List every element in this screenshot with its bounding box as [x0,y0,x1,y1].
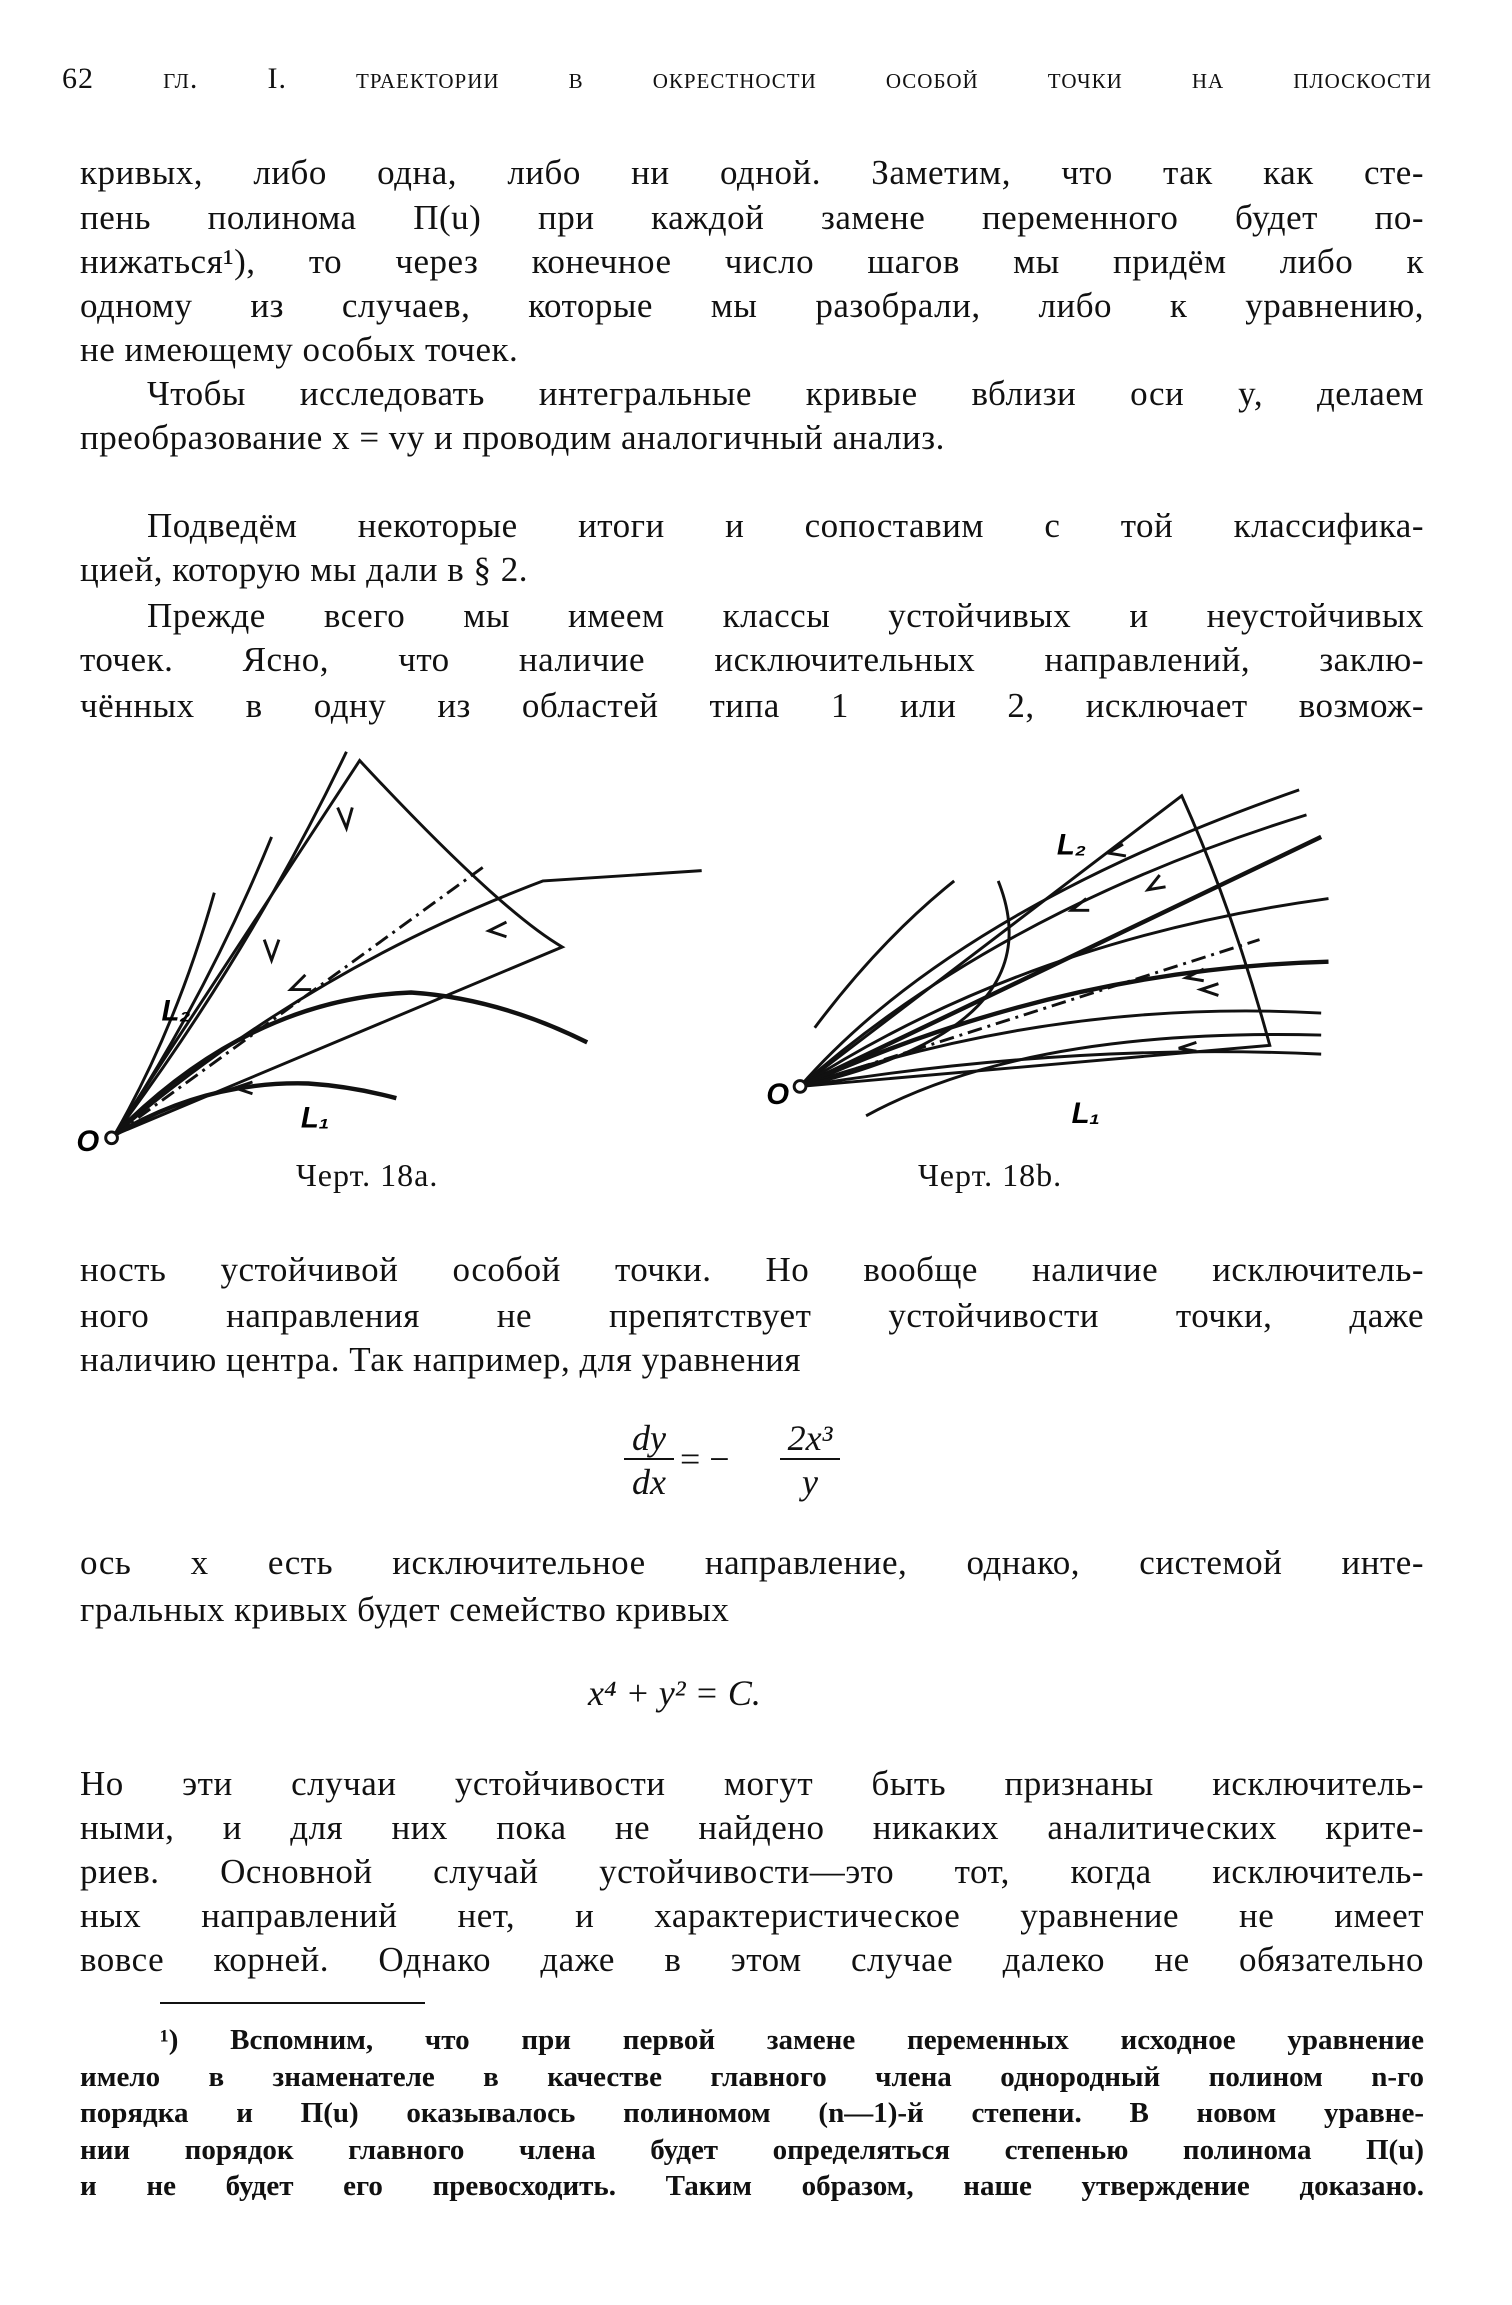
equals-minus: = − [680,1439,730,1479]
text-line: Подведём некоторые итоги и сопоставим с … [147,506,1424,545]
text-line: цией, которую мы дали в § 2. [80,550,529,589]
origin-label-b: O [766,1078,789,1111]
footnote-line: ¹) Вспомним, что при первой замене перем… [160,2024,1424,2056]
text-line: не имеющему особых точек. [80,330,519,369]
page-number: 62 [62,62,94,95]
l1-label-a: L₁ [301,1102,329,1135]
trajectory [113,869,702,1136]
fraction-denominator: y [802,1462,818,1502]
text-line: одному из случаев, которые мы разобрали,… [80,286,1424,325]
footnote-divider [160,2002,425,2004]
text-line: Прежде всего мы имеем классы устойчивых … [147,596,1424,635]
text-line: ось x есть исключительное направление, о… [80,1543,1424,1582]
text-line: преобразование x = vy и проводим аналоги… [80,418,945,457]
text-line: чённых в одну из областей типа 1 или 2, … [80,686,1424,725]
trajectory [799,813,1307,1088]
trajectory [799,897,1329,1088]
trajectory [799,959,1329,1089]
trajectory [112,990,589,1137]
text-line: точек. Ясно, что наличие исключительных … [80,640,1424,679]
text-line: ного направления не препятствует устойчи… [80,1296,1424,1335]
trajectory [799,1050,1322,1088]
equation-family: x⁴ + y² = C. [588,1673,761,1713]
text-line: вовсе корней. Однако даже в этом случае … [80,1940,1424,1979]
text-line: ными, и для них пока не найдено никаких … [80,1808,1424,1847]
l2-label-b: L₂ [1057,829,1086,862]
text-line: кривых, либо одна, либо ни одной. Замети… [80,153,1424,192]
trajectory [113,751,348,1136]
text-line: наличию центра. Так например, для уравне… [80,1340,802,1379]
trajectory [113,1081,397,1137]
trajectory [799,879,1011,1088]
fraction-numerator: dy [624,1418,674,1460]
footnote-line: имело в знаменателе в качестве главного … [80,2061,1424,2093]
trajectory [113,836,273,1136]
figure-caption-18b: Черт. 18b. [918,1157,1063,1193]
origin-label-a: O [76,1125,99,1158]
trajectory [798,788,1300,1088]
fraction-numerator: 2x³ [780,1418,840,1460]
trajectory [865,1033,1322,1118]
text-line: пень полинома П(u) при каждой замене пер… [80,198,1424,237]
trajectory [113,892,216,1136]
footnote-line: и не будет его превосходить. Таким образ… [80,2170,1424,2202]
sector-boundary [113,758,566,1137]
fraction-denominator: dx [632,1462,666,1502]
footnote-line: нии порядок главного члена будет определ… [80,2134,1424,2166]
l1-label-b: L₁ [1072,1097,1100,1130]
text-line: нижаться¹), то через конечное число шаго… [80,242,1424,281]
text-line: гральных кривых будет семейство кривых [80,1590,730,1629]
trajectory [799,1009,1322,1088]
running-header: 62 гл. I. траектории в окрестности особо… [62,62,1432,96]
arrow [230,806,508,1096]
text-line: ных направлений нет, и характеристическо… [80,1896,1424,1935]
text-line: ность устойчивой особой точки. Но вообще… [80,1250,1424,1289]
text-line: Но эти случаи устойчивости могут быть пр… [80,1764,1424,1803]
header-title: гл. I. траектории в окрестности особой т… [163,62,1432,95]
text-line: Чтобы исследовать интегральные кривые вб… [147,374,1424,413]
arrow [1067,842,1219,1053]
text-line: риев. Основной случай устойчивости—это т… [80,1852,1424,1891]
figure-caption-18a: Черт. 18a. [296,1157,439,1193]
footnote-line: порядка и П(u) оказывалось полиномом (n—… [80,2097,1424,2129]
l2-label-a: L₂ [161,994,190,1027]
